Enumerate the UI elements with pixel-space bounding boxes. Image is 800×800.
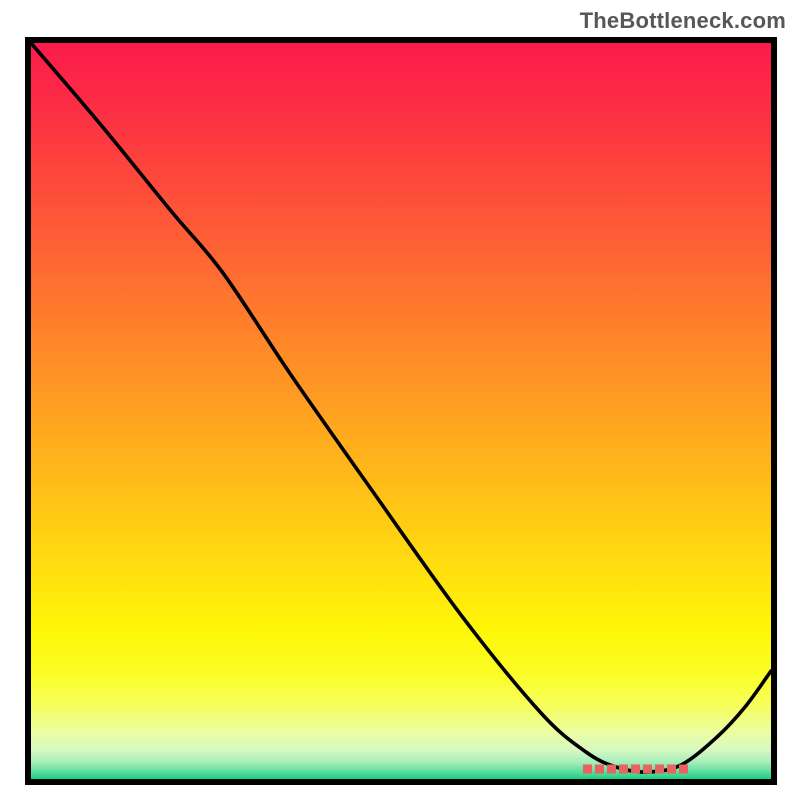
bottleneck-chart	[25, 37, 777, 785]
optimal-marker-strip	[31, 43, 771, 779]
watermark: TheBottleneck.com	[580, 8, 786, 34]
